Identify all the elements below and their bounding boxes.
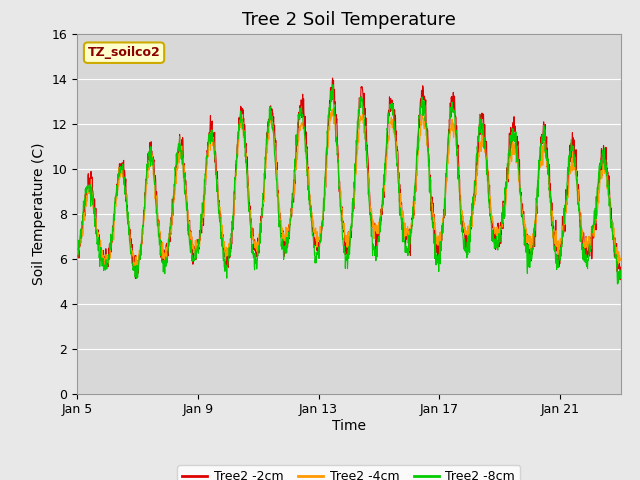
Tree2 -2cm: [616, 277, 624, 283]
Tree2 -2cm: [104, 264, 112, 270]
Tree2 -8cm: [329, 82, 337, 87]
Tree2 -8cm: [614, 281, 621, 287]
Tree2 -8cm: [298, 103, 305, 109]
Tree2 -8cm: [295, 115, 303, 121]
Tree2 -4cm: [295, 129, 303, 135]
Line: Tree2 -4cm: Tree2 -4cm: [77, 109, 621, 267]
Tree2 -2cm: [298, 107, 305, 112]
Legend: Tree2 -2cm, Tree2 -4cm, Tree2 -8cm: Tree2 -2cm, Tree2 -4cm, Tree2 -8cm: [177, 465, 520, 480]
Tree2 -4cm: [276, 220, 284, 226]
Tree2 -2cm: [445, 132, 452, 138]
Tree2 -8cm: [445, 135, 452, 141]
Tree2 -2cm: [329, 75, 337, 81]
Tree2 -8cm: [73, 255, 81, 261]
Tree2 -2cm: [189, 261, 196, 267]
Tree2 -4cm: [445, 151, 452, 157]
Tree2 -4cm: [73, 252, 81, 258]
Tree2 -8cm: [104, 262, 112, 268]
Tree2 -2cm: [295, 111, 303, 117]
Title: Tree 2 Soil Temperature: Tree 2 Soil Temperature: [242, 11, 456, 29]
Text: TZ_soilco2: TZ_soilco2: [88, 46, 161, 59]
Tree2 -2cm: [73, 246, 81, 252]
X-axis label: Time: Time: [332, 419, 366, 433]
Tree2 -4cm: [189, 241, 197, 247]
Tree2 -8cm: [189, 258, 196, 264]
Tree2 -2cm: [617, 264, 625, 270]
Tree2 -4cm: [617, 255, 625, 261]
Tree2 -4cm: [298, 122, 306, 128]
Tree2 -4cm: [104, 253, 112, 259]
Tree2 -8cm: [617, 269, 625, 275]
Tree2 -4cm: [328, 106, 336, 112]
Line: Tree2 -8cm: Tree2 -8cm: [77, 84, 621, 284]
Line: Tree2 -2cm: Tree2 -2cm: [77, 78, 621, 280]
Tree2 -8cm: [276, 226, 284, 231]
Tree2 -4cm: [131, 264, 138, 270]
Y-axis label: Soil Temperature (C): Soil Temperature (C): [31, 143, 45, 285]
Tree2 -2cm: [276, 216, 284, 221]
